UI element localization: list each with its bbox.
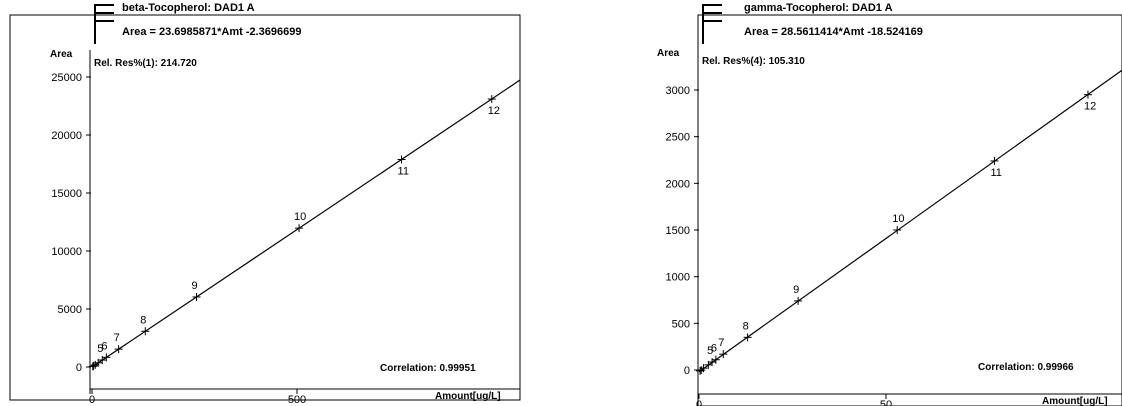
y-tick-label: 0 <box>76 362 82 374</box>
calibration-point <box>719 350 728 359</box>
calibration-point <box>699 364 708 373</box>
x-axis-label: Amount[ug/L] <box>1042 396 1108 406</box>
y-tick-label: 2000 <box>666 178 690 190</box>
y-tick-label: 500 <box>672 318 690 330</box>
point-label: 11 <box>990 167 1001 179</box>
x-tick-label: 0 <box>696 399 702 406</box>
calibration-chart-gamma: gamma-Tocopherol: DAD1 A Area = 28.561141… <box>657 2 1122 406</box>
calibration-point <box>94 358 103 367</box>
point-label: 9 <box>793 284 799 296</box>
point-label: 8 <box>140 314 146 326</box>
point-label: 6 <box>711 343 717 355</box>
calibration-point <box>1083 90 1092 99</box>
calibration-panel-beta: beta-Tocopherol: DAD1 A Area = 23.6985871… <box>0 0 530 406</box>
calibration-point <box>990 156 999 165</box>
point-label: 11 <box>398 165 409 177</box>
point-label: 7 <box>718 337 724 349</box>
header-icon-bar <box>702 4 722 6</box>
header-icon-bar <box>702 12 722 14</box>
correlation-label: Correlation: 0.99966 <box>978 362 1074 373</box>
point-label: 12 <box>1084 101 1096 113</box>
calibration-point <box>295 224 304 233</box>
y-axis-label: Area <box>657 48 680 59</box>
y-tick-label: 15000 <box>51 188 82 200</box>
calibration-point <box>743 333 752 342</box>
point-label: 8 <box>743 320 749 332</box>
point-label: 12 <box>488 105 500 117</box>
point-label: 10 <box>294 211 306 223</box>
calibration-point <box>794 296 803 305</box>
point-label: 9 <box>192 280 198 292</box>
calibration-point <box>102 353 111 362</box>
y-axis-label: Area <box>50 49 73 60</box>
y-tick-label: 2500 <box>666 132 690 144</box>
calibration-panel-gamma: gamma-Tocopherol: DAD1 A Area = 28.561141… <box>612 0 1122 406</box>
calibration-point <box>114 345 123 354</box>
correlation-label: Correlation: 0.99951 <box>380 363 476 374</box>
y-tick-label: 3000 <box>666 85 690 97</box>
y-tick-label: 10000 <box>51 246 82 258</box>
calibration-fit-line <box>91 79 521 368</box>
calibration-fit-line <box>698 69 1122 373</box>
relative-residual-label: Rel. Res%(1): 214.720 <box>94 58 197 69</box>
chart-header-title: gamma-Tocopherol: DAD1 A <box>744 2 893 14</box>
plot-frame <box>9 14 521 401</box>
calibration-point <box>89 361 98 370</box>
relative-residual-label: Rel. Res%(4): 105.310 <box>702 56 805 67</box>
chart-header-title: beta-Tocopherol: DAD1 A <box>122 2 255 14</box>
chart-header-equation: Area = 23.6985871*Amt -2.3696699 <box>122 26 302 38</box>
x-tick-label: 50 <box>880 399 892 406</box>
point-label: 6 <box>101 340 107 352</box>
y-tick-label: 1500 <box>666 225 690 237</box>
x-axis-label: Amount[ug/L] <box>435 391 501 402</box>
point-label: 10 <box>892 213 904 225</box>
calibration-point <box>487 95 496 104</box>
y-tick-label: 5000 <box>58 304 82 316</box>
y-tick-label: 1000 <box>666 272 690 284</box>
calibration-chart-beta: beta-Tocopherol: DAD1 A Area = 23.6985871… <box>9 2 521 406</box>
header-icon-bar <box>94 20 114 22</box>
calibration-point <box>893 226 902 234</box>
calibration-point <box>98 356 107 365</box>
header-icon-bar <box>94 4 114 6</box>
chart-header-equation: Area = 28.5611414*Amt -18.524169 <box>744 26 923 38</box>
point-label: 7 <box>114 332 120 344</box>
point-label: 5 <box>707 345 713 357</box>
y-tick-label: 20000 <box>51 130 82 142</box>
header-icon-bar <box>94 12 114 14</box>
header-icon-bar <box>702 20 722 22</box>
plot-frame <box>697 14 1122 406</box>
x-tick-label: 0 <box>89 394 95 406</box>
calibration-point <box>192 292 201 301</box>
calibration-point <box>711 355 720 364</box>
point-label: 5 <box>97 343 103 355</box>
y-tick-label: 25000 <box>51 72 82 84</box>
x-tick-label: 500 <box>288 394 306 406</box>
y-tick-label: 0 <box>684 365 690 377</box>
calibration-point <box>141 327 150 336</box>
calibration-point <box>397 155 406 164</box>
